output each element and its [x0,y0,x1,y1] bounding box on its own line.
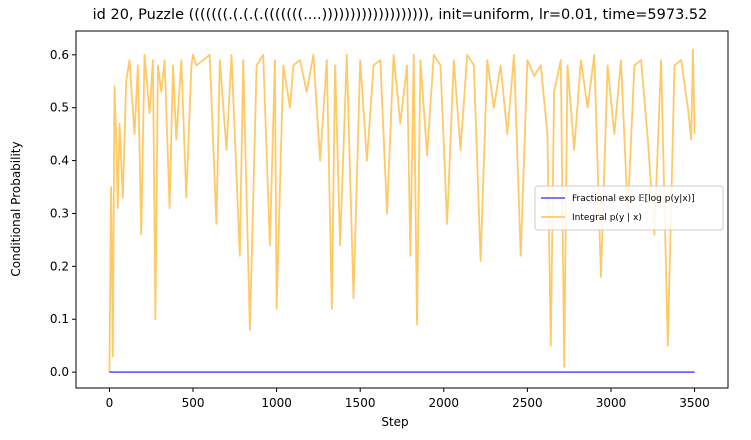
series-line-integral [108,48,696,373]
plot-frame [75,30,729,389]
y-tick-label: 0.3 [50,206,69,220]
legend: Fractional exp 𝔼[log p(y|x)] Integral p(… [534,185,724,231]
x-axis-label: Step [381,415,408,429]
x-tick-label: 1000 [261,396,292,410]
chart-title: id 20, Puzzle (((((((.(.(.(.(((((((....)… [93,7,708,23]
legend-label-integral: Integral p(y | x) [572,213,642,223]
x-tick-label: 2000 [429,396,460,410]
plot-lines [108,48,696,374]
y-tick-label: 0.0 [50,365,69,379]
y-axis-label: Conditional Probability [9,141,23,276]
y-tick-label: 0.5 [50,101,69,115]
legend-box [534,185,724,231]
legend-label-fractional: Fractional exp 𝔼[log p(y|x)] [572,194,695,204]
x-tick-label: 500 [182,396,205,410]
x-axis-ticks: 0 500 1000 1500 2000 2500 3000 3500 [106,388,710,410]
x-tick-label: 0 [106,396,114,410]
x-tick-label: 2500 [512,396,543,410]
x-tick-label: 1500 [345,396,376,410]
x-tick-label: 3500 [679,396,710,410]
y-axis-ticks: 0.0 0.1 0.2 0.3 0.4 0.5 0.6 [50,48,76,379]
y-tick-label: 0.2 [50,259,69,273]
x-tick-label: 3000 [596,396,627,410]
y-tick-label: 0.4 [50,154,69,168]
y-tick-label: 0.1 [50,312,69,326]
y-tick-label: 0.6 [50,48,69,62]
